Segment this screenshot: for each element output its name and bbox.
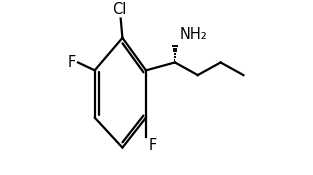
Text: F: F	[149, 138, 157, 153]
Text: NH₂: NH₂	[179, 27, 207, 42]
Text: F: F	[68, 55, 76, 70]
Text: Cl: Cl	[113, 2, 127, 17]
